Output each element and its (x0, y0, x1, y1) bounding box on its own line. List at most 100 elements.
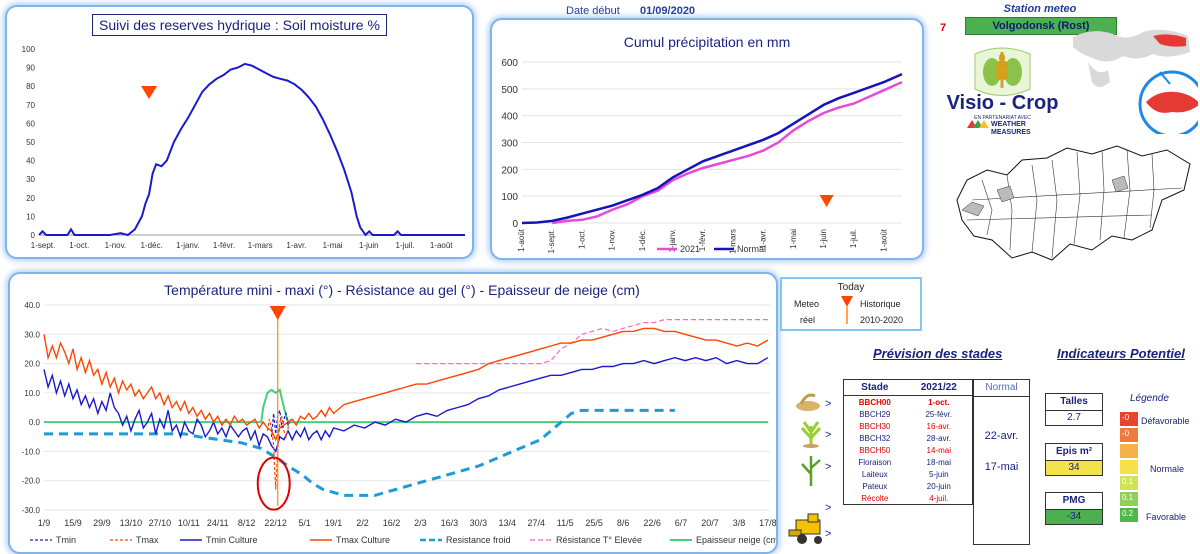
indicator-label: Talles (1045, 393, 1103, 411)
normal-value-2: 17-mai (984, 461, 1019, 473)
x-tick-label: 27/4 (528, 518, 546, 528)
stades-header-year: 2021/22 (905, 379, 973, 396)
x-tick-label: 17/8 (759, 518, 776, 528)
today-right-line2: 2010-2020 (860, 315, 904, 325)
temperature-panel: Température mini - maxi (°) - Résistance… (8, 272, 778, 554)
x-tick-label: 22/6 (643, 518, 661, 528)
today-marker (141, 86, 158, 99)
stade-arrow: > (825, 398, 832, 410)
soil-moisture-title: Suivi des reserves hydrique : Soil moist… (92, 14, 387, 36)
indicateurs-title: Indicateurs Potentiel (1057, 346, 1185, 361)
legend-label-mid: Normale (1150, 464, 1185, 474)
x-tick-label: 1-févr. (698, 229, 707, 251)
x-tick-label: 13/10 (120, 518, 143, 528)
y-tick-label: -30.0 (22, 506, 41, 515)
stade-row: BBCH50 14-mai (844, 444, 973, 456)
soil-moisture-chart: 0 10 20 30 40 50 60 70 80 90 100 1-sept. 1-oct. 1-nov… (22, 45, 465, 250)
legend-cell: 0.2 (1120, 508, 1138, 522)
stade-arrow: > (825, 429, 832, 441)
stade-row: Pateux 20-juin (844, 480, 973, 492)
legend-label: Tmin Culture (206, 535, 258, 545)
today-marker-icon (841, 296, 853, 324)
world-map-icon (1073, 29, 1198, 134)
today-marker (269, 306, 286, 320)
x-tick-label: 1-janv. (668, 229, 677, 252)
series-r-sistance-t-elev-e (416, 319, 768, 365)
legend-label: Tmax Culture (336, 535, 390, 545)
x-tick-label: 1-juin (819, 229, 828, 249)
legend-label-normal: Normal (737, 244, 766, 254)
legend-cell: -0 (1120, 428, 1138, 442)
x-tick-label: 1-juil. (395, 241, 414, 250)
stade-date: 16-avr. (926, 421, 952, 431)
seed-stage-icon (796, 393, 820, 411)
x-tick-label: 29/9 (93, 518, 111, 528)
series-tmax-culture (43, 327, 769, 442)
normal-value-1: 22-avr. (984, 430, 1019, 442)
x-tick-label: 16/2 (383, 518, 401, 528)
stades-header-row: Stade 2021/22 (843, 379, 973, 396)
tillering-stage-icon (800, 421, 822, 448)
y-tick-label: -10.0 (22, 447, 41, 456)
y-tick-label: 40 (26, 157, 35, 166)
y-tick-label: 200 (501, 165, 518, 176)
x-tick-label: 25/5 (585, 518, 603, 528)
soil-moisture-panel: 0 10 20 30 40 50 60 70 80 90 100 1-sept. 1-oct. 1-nov… (5, 5, 474, 259)
legend-label: Tmin (56, 535, 76, 545)
stade-date: 5-juin (928, 469, 949, 479)
y-tick-label: 70 (26, 101, 35, 110)
x-tick-label: 2/3 (414, 518, 427, 528)
stade-row: Laiteux 5-juin (844, 468, 973, 480)
temperature-chart: Température mini - maxi (°) - Résistance… (22, 282, 776, 545)
x-tick-label: 1-mai (789, 229, 798, 249)
y-tick-label: 300 (501, 139, 518, 150)
temperature-title: Température mini - maxi (°) - Résistance… (164, 282, 640, 298)
indicator-value: 34 (1045, 460, 1103, 476)
legend-cell: -0 (1120, 412, 1138, 426)
legend-label-2021: 2021 (680, 244, 700, 254)
series-epaisseur-neige-cm- (44, 388, 768, 424)
x-tick-label: 1-juin (359, 241, 379, 250)
x-tick-label: 10/11 (178, 518, 200, 528)
legend-label-good: Favorable (1146, 512, 1187, 522)
stade-date: 14-mai (926, 445, 951, 455)
y-tick-label: 90 (26, 64, 35, 73)
x-tick-label: 1-juil. (849, 229, 858, 248)
stade-name: BBCH50 (859, 445, 891, 455)
y-tick-label: 100 (22, 45, 36, 54)
frost-highlight-circle (256, 456, 291, 511)
stade-name: Pateux (862, 481, 888, 491)
legend-cell (1120, 444, 1138, 458)
station-number: 7 (940, 22, 947, 34)
visio-crop-logo: Visio - Crop EN PARTENARIAT AVEC WEATHER… (945, 44, 1060, 154)
y-tick-label: 20.0 (24, 360, 40, 369)
y-tick-label: 30.0 (24, 330, 40, 339)
series-tmin (270, 410, 291, 437)
start-date-value: 01/09/2020 (640, 5, 696, 17)
x-tick-label: 8/12 (238, 518, 256, 528)
x-tick-label: 3/8 (733, 518, 746, 528)
x-tick-label: 1-mars (248, 241, 273, 250)
y-tick-label: 60 (26, 119, 35, 128)
logo-tagline: EN PARTENARIAT AVEC (974, 115, 1031, 121)
stade-name: Floraison (858, 457, 892, 467)
y-tick-label: 50 (26, 138, 35, 147)
y-tick-label: 80 (26, 82, 35, 91)
y-tick-label: 500 (501, 85, 518, 96)
series-tmax (266, 416, 291, 490)
stade-name: Laiteux (861, 469, 888, 479)
precip-series-2021 (552, 80, 903, 225)
legend-label: Tmax (136, 535, 159, 545)
stade-name: BBCH29 (859, 409, 891, 419)
precipitation-title: Cumul précipitation en mm (624, 34, 791, 50)
stade-date: 20-juin (926, 481, 951, 491)
stade-name: BBCH30 (859, 421, 891, 431)
today-marker (819, 195, 834, 207)
y-tick-label: 100 (501, 192, 518, 203)
x-tick-label: 6/7 (675, 518, 688, 528)
legend-cell: 0.1 (1120, 476, 1138, 490)
y-tick-label: 0.0 (29, 418, 41, 427)
stade-name: Récolte (861, 493, 889, 503)
today-legend-box: Today Meteo réel Historique 2010-2020 (780, 277, 922, 331)
x-tick-label: 1-oct. (577, 229, 586, 249)
